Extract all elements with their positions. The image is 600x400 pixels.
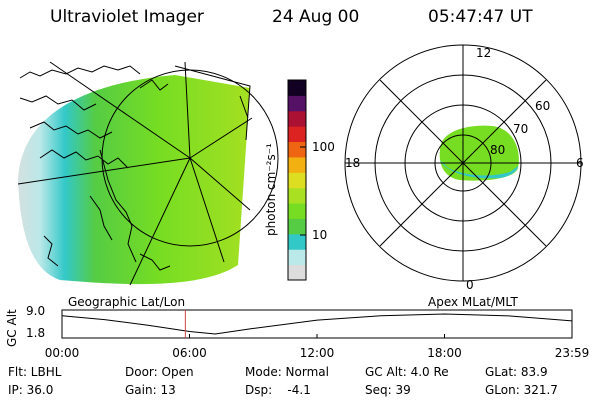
mlt-label-6: 6	[576, 156, 584, 170]
date-label: 24 Aug 00	[272, 7, 360, 27]
mlt-label-12: 12	[476, 46, 492, 60]
colorbar-cell	[288, 218, 306, 235]
mlt-label-18: 18	[345, 156, 361, 170]
lat-label-60: 60	[535, 99, 551, 113]
colorbar-cell	[288, 95, 306, 112]
colorbar-cell	[288, 156, 306, 173]
colorbar-tick-100: 100	[312, 140, 335, 154]
mlt-label-0: 0	[466, 278, 474, 292]
lat-label-80: 80	[490, 143, 506, 157]
geo-grid	[17, 61, 279, 286]
colorbar-cell	[288, 141, 306, 158]
polar-map-label: Apex MLat/MLT	[428, 295, 518, 309]
time-label: 05:47:47 UT	[428, 7, 533, 27]
altitude-xtick-label: 18:00	[427, 346, 462, 360]
footer-field: Gain: 13	[125, 383, 176, 397]
colorbar-cell	[288, 80, 306, 96]
altitude-xtick-label: 23:59	[554, 346, 590, 360]
colorbar-cell	[288, 249, 306, 266]
altitude-ytick-1-8: 1.8	[26, 326, 46, 340]
altitude-xtick-label: 00:00	[44, 346, 80, 360]
lat-label-70: 70	[513, 122, 529, 136]
colorbar-cell	[288, 110, 306, 127]
footer-field: Mode: Normal	[245, 365, 329, 379]
coastlines	[19, 65, 171, 271]
altitude-series-line	[61, 313, 573, 335]
footer-field: GLon: 321.7	[485, 383, 558, 397]
footer-field: Dsp: -4.1	[245, 383, 311, 397]
geo-map-label: Geographic Lat/Lon	[68, 295, 186, 309]
altitude-xtick-label: 06:00	[172, 346, 207, 360]
colorbar-cell	[288, 233, 306, 250]
colorbar-cell	[288, 203, 306, 219]
polar-diagonal-2	[379, 79, 547, 247]
footer-field: IP: 36.0	[8, 383, 54, 397]
colorbar-cell	[288, 172, 306, 189]
polar-aurora-low	[440, 160, 518, 179]
colorbar-cell	[288, 187, 306, 204]
footer-field: Flt: LBHL	[8, 365, 62, 379]
colorbar-tick-10: 10	[312, 228, 328, 242]
altitude-ytick-9: 9.0	[26, 304, 46, 318]
footer-field: GLat: 83.9	[485, 365, 548, 379]
footer-field: Seq: 39	[365, 383, 411, 397]
instrument-title: Ultraviolet Imager	[50, 7, 204, 27]
altitude-xtick-label: 12:00	[299, 346, 335, 360]
footer-field: Door: Open	[125, 365, 194, 379]
footer-field: GC Alt: 4.0 Re	[365, 365, 449, 379]
altitude-y-label: GC Alt	[5, 309, 19, 347]
colorbar-cell	[288, 264, 306, 281]
colorbar-cell	[288, 126, 306, 143]
